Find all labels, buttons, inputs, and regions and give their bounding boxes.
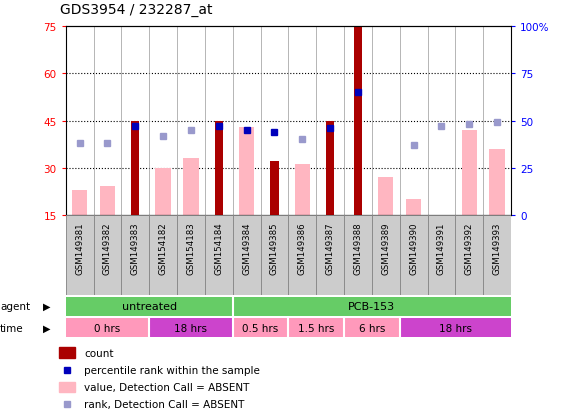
Text: GSM154183: GSM154183 bbox=[186, 222, 195, 274]
Bar bbox=[66, 318, 149, 337]
Bar bbox=[483, 215, 511, 296]
Bar bbox=[72, 190, 87, 215]
Text: GSM149383: GSM149383 bbox=[131, 222, 140, 274]
Bar bbox=[66, 297, 233, 316]
Bar bbox=[288, 318, 344, 337]
Text: GDS3954 / 232287_at: GDS3954 / 232287_at bbox=[60, 3, 212, 17]
Text: percentile rank within the sample: percentile rank within the sample bbox=[84, 365, 260, 375]
Bar bbox=[233, 215, 260, 296]
Bar bbox=[59, 347, 75, 358]
Bar bbox=[183, 159, 199, 215]
Bar bbox=[233, 318, 288, 337]
Text: count: count bbox=[84, 348, 114, 358]
Text: GSM149387: GSM149387 bbox=[325, 222, 335, 274]
Text: untreated: untreated bbox=[122, 301, 177, 311]
Bar bbox=[59, 382, 75, 392]
Bar bbox=[149, 215, 177, 296]
Bar bbox=[372, 215, 400, 296]
Bar bbox=[239, 128, 254, 215]
Bar bbox=[155, 168, 171, 215]
Text: agent: agent bbox=[0, 301, 30, 311]
Bar bbox=[461, 131, 477, 215]
Bar bbox=[122, 215, 149, 296]
Text: GSM149393: GSM149393 bbox=[493, 222, 502, 274]
Bar bbox=[344, 318, 400, 337]
Bar bbox=[400, 215, 428, 296]
Text: GSM149391: GSM149391 bbox=[437, 222, 446, 274]
Bar bbox=[288, 215, 316, 296]
Bar bbox=[94, 215, 122, 296]
Text: value, Detection Call = ABSENT: value, Detection Call = ABSENT bbox=[84, 382, 250, 392]
Bar bbox=[270, 162, 279, 215]
Text: 18 hrs: 18 hrs bbox=[439, 323, 472, 333]
Text: GSM149390: GSM149390 bbox=[409, 222, 418, 274]
Text: ▶: ▶ bbox=[43, 301, 50, 311]
Bar bbox=[66, 215, 94, 296]
Text: PCB-153: PCB-153 bbox=[348, 301, 396, 311]
Text: GSM149389: GSM149389 bbox=[381, 222, 391, 274]
Text: 1.5 hrs: 1.5 hrs bbox=[298, 323, 335, 333]
Text: GSM154184: GSM154184 bbox=[214, 222, 223, 274]
Text: GSM149384: GSM149384 bbox=[242, 222, 251, 274]
Text: rank, Detection Call = ABSENT: rank, Detection Call = ABSENT bbox=[84, 399, 244, 409]
Bar bbox=[316, 215, 344, 296]
Bar bbox=[378, 178, 393, 215]
Text: GSM154182: GSM154182 bbox=[159, 222, 168, 274]
Bar bbox=[295, 165, 310, 215]
Text: GSM149388: GSM149388 bbox=[353, 222, 363, 274]
Bar bbox=[131, 121, 139, 215]
Bar bbox=[100, 187, 115, 215]
Text: 0.5 hrs: 0.5 hrs bbox=[243, 323, 279, 333]
Bar bbox=[260, 215, 288, 296]
Bar bbox=[354, 27, 362, 215]
Text: 18 hrs: 18 hrs bbox=[174, 323, 207, 333]
Text: ▶: ▶ bbox=[43, 323, 50, 333]
Text: GSM149392: GSM149392 bbox=[465, 222, 474, 274]
Bar bbox=[344, 215, 372, 296]
Text: GSM149385: GSM149385 bbox=[270, 222, 279, 274]
Bar bbox=[205, 215, 233, 296]
Bar bbox=[177, 215, 205, 296]
Bar bbox=[326, 121, 334, 215]
Bar bbox=[489, 150, 505, 215]
Bar bbox=[215, 121, 223, 215]
Text: time: time bbox=[0, 323, 23, 333]
Bar bbox=[149, 318, 233, 337]
Bar bbox=[233, 297, 511, 316]
Bar bbox=[400, 318, 511, 337]
Text: GSM149382: GSM149382 bbox=[103, 222, 112, 274]
Bar bbox=[456, 215, 483, 296]
Bar bbox=[428, 215, 456, 296]
Text: GSM149381: GSM149381 bbox=[75, 222, 84, 274]
Text: 6 hrs: 6 hrs bbox=[359, 323, 385, 333]
Text: GSM149386: GSM149386 bbox=[297, 222, 307, 274]
Text: 0 hrs: 0 hrs bbox=[94, 323, 120, 333]
Bar bbox=[406, 199, 421, 215]
